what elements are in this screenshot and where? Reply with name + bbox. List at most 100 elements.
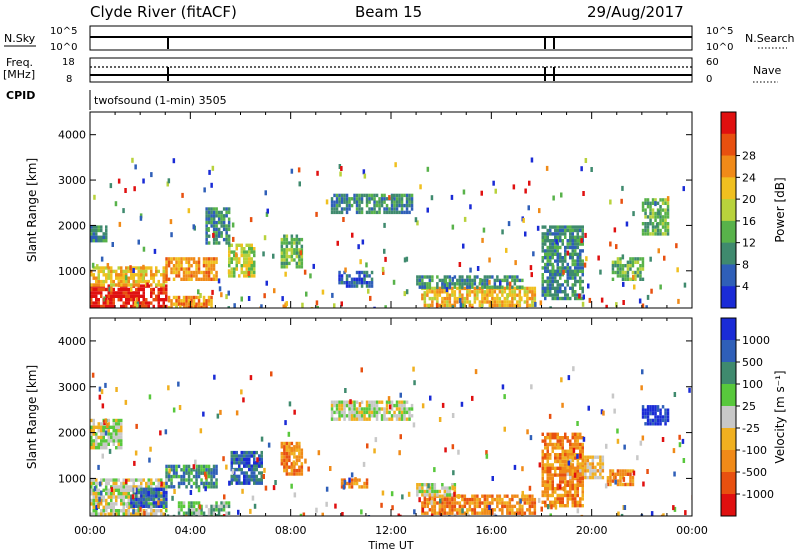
cpid-text: twofsound (1-min) 3505 (94, 94, 227, 107)
scatter-cell (135, 494, 138, 498)
scatter-cell (187, 514, 191, 516)
scatter-cell (523, 300, 527, 304)
scatter-cell (576, 439, 579, 443)
scatter-cell (541, 493, 544, 498)
scatter-cell (205, 471, 208, 475)
scatter-cell (152, 287, 155, 292)
scatter-cell (285, 258, 289, 262)
scatter-cell (170, 474, 173, 479)
scatter-cell (92, 425, 95, 429)
scatter-cell (423, 300, 427, 304)
scatter-cell (378, 407, 381, 411)
scatter-cell (358, 402, 362, 408)
scatter-cell (566, 469, 570, 473)
scatter-cell (343, 410, 346, 415)
scatter-cell (566, 242, 569, 246)
scatter-cell (400, 193, 404, 198)
scatter-cell (436, 282, 439, 286)
scatter-cell (545, 165, 549, 171)
scatter-cell (258, 478, 261, 482)
scatter-cell (125, 294, 128, 298)
scatter-cell (654, 418, 657, 423)
scatter-cell (175, 274, 178, 278)
scatter-cell (421, 489, 424, 494)
scatter-cell (350, 284, 354, 288)
scatter-cell (473, 296, 477, 301)
scatter-cell (616, 482, 620, 487)
scatter-cell (564, 459, 567, 464)
scatter-cell (165, 494, 168, 498)
scatter-cell (160, 504, 163, 508)
scatter-cell (561, 232, 564, 236)
scatter-cell (298, 241, 301, 245)
scatter-cell (343, 407, 346, 411)
scatter-cell (418, 282, 422, 286)
scatter-cell (345, 400, 349, 404)
scatter-cell (160, 487, 163, 491)
scatter-cell (157, 485, 160, 489)
scatter-cell (546, 228, 549, 233)
scatter-cell (503, 275, 507, 279)
scatter-cell (664, 408, 667, 412)
scatter-cell (160, 509, 163, 513)
scatter-cell (177, 485, 181, 489)
scatter-cell (165, 294, 168, 298)
scatter-cell (617, 511, 620, 516)
scatter-cell (408, 410, 411, 415)
scatter-cell (350, 414, 354, 418)
scatter-cell (249, 217, 253, 223)
scatter-cell (235, 478, 238, 482)
scatter-cell (355, 481, 359, 486)
scatter-cell (400, 414, 404, 418)
scatter-cell (574, 279, 577, 284)
y-tick-label: 4000 (58, 335, 86, 348)
scatter-cell (97, 304, 100, 308)
scatter-cell (179, 305, 182, 308)
scatter-cell (681, 438, 685, 444)
scatter-cell (297, 167, 301, 173)
scatter-cell (390, 407, 394, 411)
scatter-cell (135, 283, 138, 287)
scatter-cell (348, 200, 351, 204)
scatter-cell (600, 297, 604, 303)
scatter-cell (544, 296, 547, 301)
scatter-cell (105, 228, 108, 233)
scatter-cell (508, 511, 512, 515)
scatter-cell (559, 446, 562, 450)
scatter-cell (152, 491, 156, 495)
scatter-cell (576, 446, 579, 450)
scatter-cell (621, 270, 625, 275)
scatter-cell (549, 456, 552, 460)
scatter-cell (90, 283, 93, 287)
scatter-cell (468, 508, 472, 512)
scatter-cell (205, 260, 208, 264)
scatter-cell (546, 466, 549, 470)
scatter-cell (110, 273, 113, 277)
scatter-cell (222, 224, 226, 228)
scatter-cell (661, 215, 665, 219)
scatter-cell (220, 220, 223, 225)
scatter-cell (576, 259, 579, 263)
scatter-cell (112, 502, 115, 506)
scatter-cell (473, 300, 477, 304)
scatter-cell (471, 290, 474, 294)
scatter-cell (220, 214, 223, 218)
scatter-cell (443, 497, 447, 502)
scatter-cell (547, 504, 550, 510)
scatter-cell (99, 498, 103, 504)
scatter-cell (190, 305, 193, 308)
scatter-cell (640, 385, 643, 391)
scatter-cell (100, 256, 104, 262)
scatter-cell (112, 425, 115, 429)
scatter-cell (177, 295, 181, 300)
scatter-cell (290, 244, 294, 249)
scatter-cell (574, 439, 577, 443)
scatter-cell (574, 249, 577, 253)
scatter-cell (200, 471, 203, 475)
scatter-cell (569, 453, 572, 457)
scatter-cell (463, 278, 467, 283)
scatter-cell (92, 492, 95, 496)
scatter-cell (408, 200, 411, 204)
scatter-cell (546, 487, 549, 491)
scatter-cell (549, 286, 552, 290)
